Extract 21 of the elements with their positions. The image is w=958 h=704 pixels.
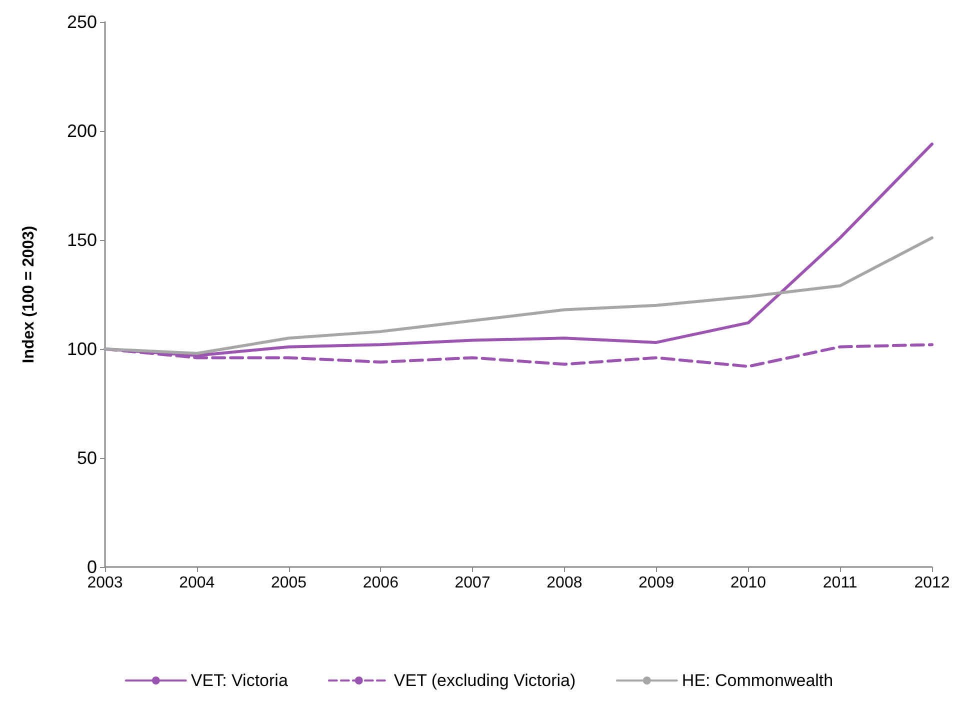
legend-label: VET: Victoria (190, 671, 288, 690)
y-tick-label: 0 (86, 557, 97, 577)
x-tick-label: 2006 (362, 574, 399, 592)
x-tick-label: 2003 (87, 574, 123, 592)
x-tick-label: 2011 (822, 574, 858, 592)
y-tick-label: 100 (66, 339, 97, 359)
line-series (104, 236, 934, 355)
legend-label: HE: Commonwealth (682, 671, 834, 690)
x-tick-label: 2009 (638, 574, 674, 592)
y-axis-title: Index (100 = 2003) (20, 226, 38, 364)
x-tick-label: 2008 (546, 574, 582, 592)
x-tick-label: 2012 (914, 574, 950, 592)
x-tick-label: 2010 (730, 574, 766, 592)
x-tick-label: 2005 (270, 574, 307, 592)
y-tick-label: 150 (66, 230, 97, 250)
y-tick-label: 50 (76, 448, 97, 468)
legend-label: VET (excluding Victoria) (394, 671, 576, 690)
x-tick-label: 2004 (179, 574, 215, 592)
x-tick-label: 2007 (454, 574, 490, 592)
y-tick-label: 200 (66, 121, 97, 141)
y-tick-label: 250 (66, 12, 97, 32)
